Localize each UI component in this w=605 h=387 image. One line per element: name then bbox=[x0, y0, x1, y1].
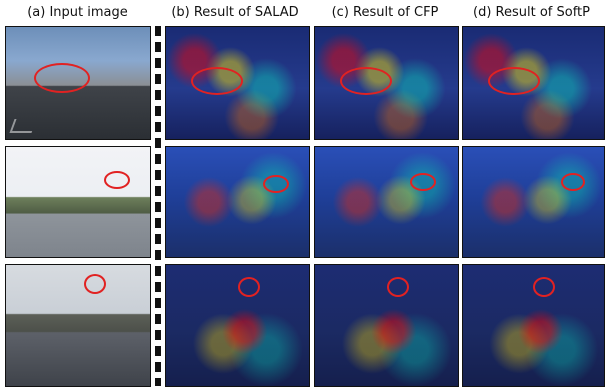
highlight-ellipse bbox=[387, 277, 409, 297]
highlight-ellipse bbox=[488, 67, 540, 95]
input-image-row-1 bbox=[5, 26, 151, 140]
column-title-salad: (b) Result of SALAD bbox=[171, 5, 299, 20]
input-image-row-2 bbox=[5, 146, 151, 258]
highlight-ellipse bbox=[533, 277, 555, 297]
heatmap-cfp-row-3 bbox=[314, 264, 459, 387]
highlight-ellipse bbox=[104, 171, 130, 189]
heatmap-softp-row-1 bbox=[462, 26, 605, 140]
column-title-softp: (d) Result of SoftP bbox=[473, 5, 590, 20]
heatmap-softp-row-3 bbox=[462, 264, 605, 387]
highlight-ellipse bbox=[191, 67, 243, 95]
highlight-ellipse bbox=[340, 67, 392, 95]
input-image-row-3 bbox=[5, 264, 151, 387]
heatmap-salad-row-3 bbox=[165, 264, 310, 387]
heatmap-softp-row-2 bbox=[462, 146, 605, 258]
highlight-ellipse bbox=[410, 173, 436, 191]
heatmap-salad-row-2 bbox=[165, 146, 310, 258]
column-title-cfp: (c) Result of CFP bbox=[331, 5, 439, 20]
heatmap-cfp-row-1 bbox=[314, 26, 459, 140]
corner-mark bbox=[9, 119, 37, 133]
dashed-separator bbox=[155, 26, 161, 386]
highlight-ellipse bbox=[561, 173, 585, 191]
highlight-ellipse bbox=[238, 277, 260, 297]
column-title-input: (a) Input image bbox=[27, 5, 128, 20]
heatmap-salad-row-1 bbox=[165, 26, 310, 140]
highlight-ellipse bbox=[84, 274, 106, 294]
highlight-ellipse bbox=[34, 63, 90, 93]
highlight-ellipse bbox=[263, 175, 289, 193]
heatmap-cfp-row-2 bbox=[314, 146, 459, 258]
